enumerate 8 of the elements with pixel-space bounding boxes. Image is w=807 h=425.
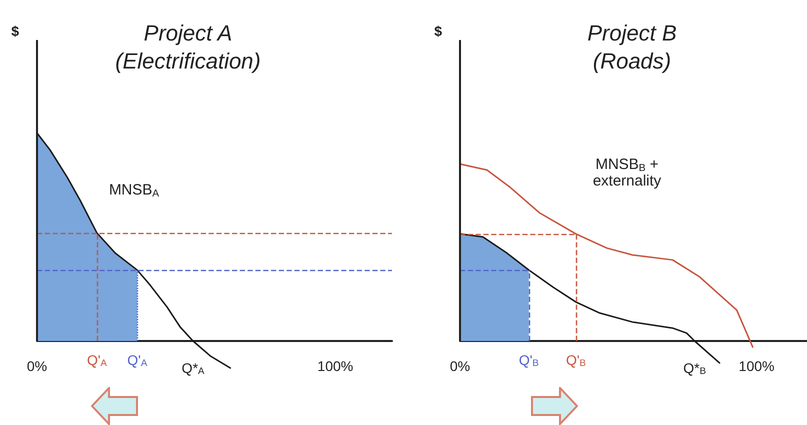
y-axis-title: $	[434, 23, 442, 39]
x-tick-label: 100%	[738, 358, 774, 374]
y-axis-title: $	[11, 23, 20, 39]
chart-title: Project A (Electrification)	[115, 20, 261, 74]
x-tick-label: 0%	[26, 358, 48, 374]
chart-title: Project B (Roads)	[587, 20, 677, 74]
x-tick-label: 100%	[317, 358, 354, 374]
x-tick-label: 0%	[450, 358, 470, 374]
